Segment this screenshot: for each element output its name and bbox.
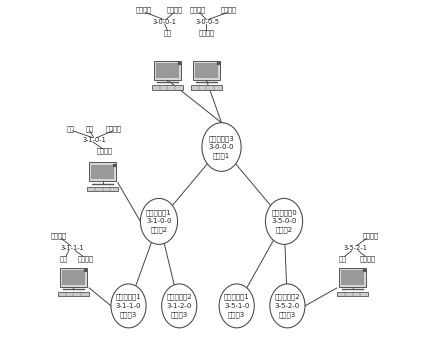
Bar — [337, 292, 368, 296]
Text: 终端编号: 终端编号 — [105, 125, 121, 132]
Text: 本层编号: 本层编号 — [97, 148, 113, 154]
Text: 终端编号: 终端编号 — [220, 7, 236, 14]
Text: 3-0-0-5: 3-0-0-5 — [195, 19, 219, 25]
Bar — [339, 268, 366, 287]
Text: 本层编号: 本层编号 — [362, 233, 378, 239]
Text: 本层编号：3
3-0-0-0
层级：1: 本层编号：3 3-0-0-0 层级：1 — [209, 135, 234, 159]
Text: 本层编号：1
3-1-1-0
层级：3: 本层编号：1 3-1-1-0 层级：3 — [116, 294, 141, 318]
Text: 后继: 后继 — [163, 29, 171, 36]
Text: 本层编号: 本层编号 — [190, 7, 206, 14]
Bar — [156, 63, 179, 78]
Text: 终端编号: 终端编号 — [360, 255, 376, 262]
Bar — [193, 61, 220, 80]
Text: 本层编号：1
3-5-1-0
层级：3: 本层编号：1 3-5-1-0 层级：3 — [224, 294, 249, 318]
Text: 终端编号: 终端编号 — [78, 255, 93, 262]
Ellipse shape — [111, 284, 146, 328]
Text: 3-1-1-1: 3-1-1-1 — [60, 245, 84, 251]
Text: 前继: 前继 — [67, 125, 75, 132]
Bar — [154, 61, 181, 80]
Text: 本层编号: 本层编号 — [198, 29, 214, 36]
Ellipse shape — [265, 198, 303, 244]
Bar — [191, 86, 222, 90]
Ellipse shape — [270, 284, 305, 328]
Text: 本层编号: 本层编号 — [51, 233, 66, 239]
Bar — [152, 86, 183, 90]
Text: 3-1-0-1: 3-1-0-1 — [83, 137, 107, 143]
Text: 本层编号：2
3-5-2-0
层级：3: 本层编号：2 3-5-2-0 层级：3 — [275, 294, 300, 318]
Ellipse shape — [140, 198, 178, 244]
Text: 本层编号：2
3-1-2-0
层级：3: 本层编号：2 3-1-2-0 层级：3 — [167, 294, 192, 318]
Text: 终端编号: 终端编号 — [166, 7, 182, 14]
Bar — [341, 270, 364, 285]
Bar — [60, 268, 87, 287]
Bar — [195, 63, 218, 78]
Text: 前级: 前级 — [59, 255, 67, 262]
Text: 本层编号：0
3-5-0-0
层级：2: 本层编号：0 3-5-0-0 层级：2 — [271, 209, 297, 234]
Text: 本层编号：1
3-1-0-0
层级：2: 本层编号：1 3-1-0-0 层级：2 — [146, 209, 172, 234]
Ellipse shape — [162, 284, 197, 328]
Text: 后继: 后继 — [85, 125, 93, 132]
Ellipse shape — [219, 284, 254, 328]
Text: 前级: 前级 — [338, 255, 346, 262]
Bar — [89, 163, 116, 181]
Bar — [58, 292, 89, 296]
Ellipse shape — [202, 123, 241, 171]
Bar — [87, 187, 118, 191]
Text: 本层编号: 本层编号 — [136, 7, 152, 14]
Bar — [62, 270, 85, 285]
Text: 3-5-2-1: 3-5-2-1 — [343, 245, 367, 251]
Text: 3-0-0-1: 3-0-0-1 — [153, 19, 177, 25]
Bar — [91, 165, 114, 179]
